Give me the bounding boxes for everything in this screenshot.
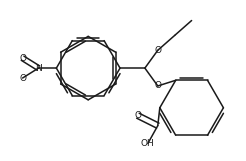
Text: O: O bbox=[134, 111, 141, 120]
Text: N: N bbox=[35, 64, 42, 73]
Text: O: O bbox=[19, 54, 26, 63]
Text: O: O bbox=[154, 46, 161, 55]
Text: O: O bbox=[154, 81, 161, 90]
Text: O: O bbox=[19, 74, 26, 83]
Text: OH: OH bbox=[141, 139, 155, 148]
